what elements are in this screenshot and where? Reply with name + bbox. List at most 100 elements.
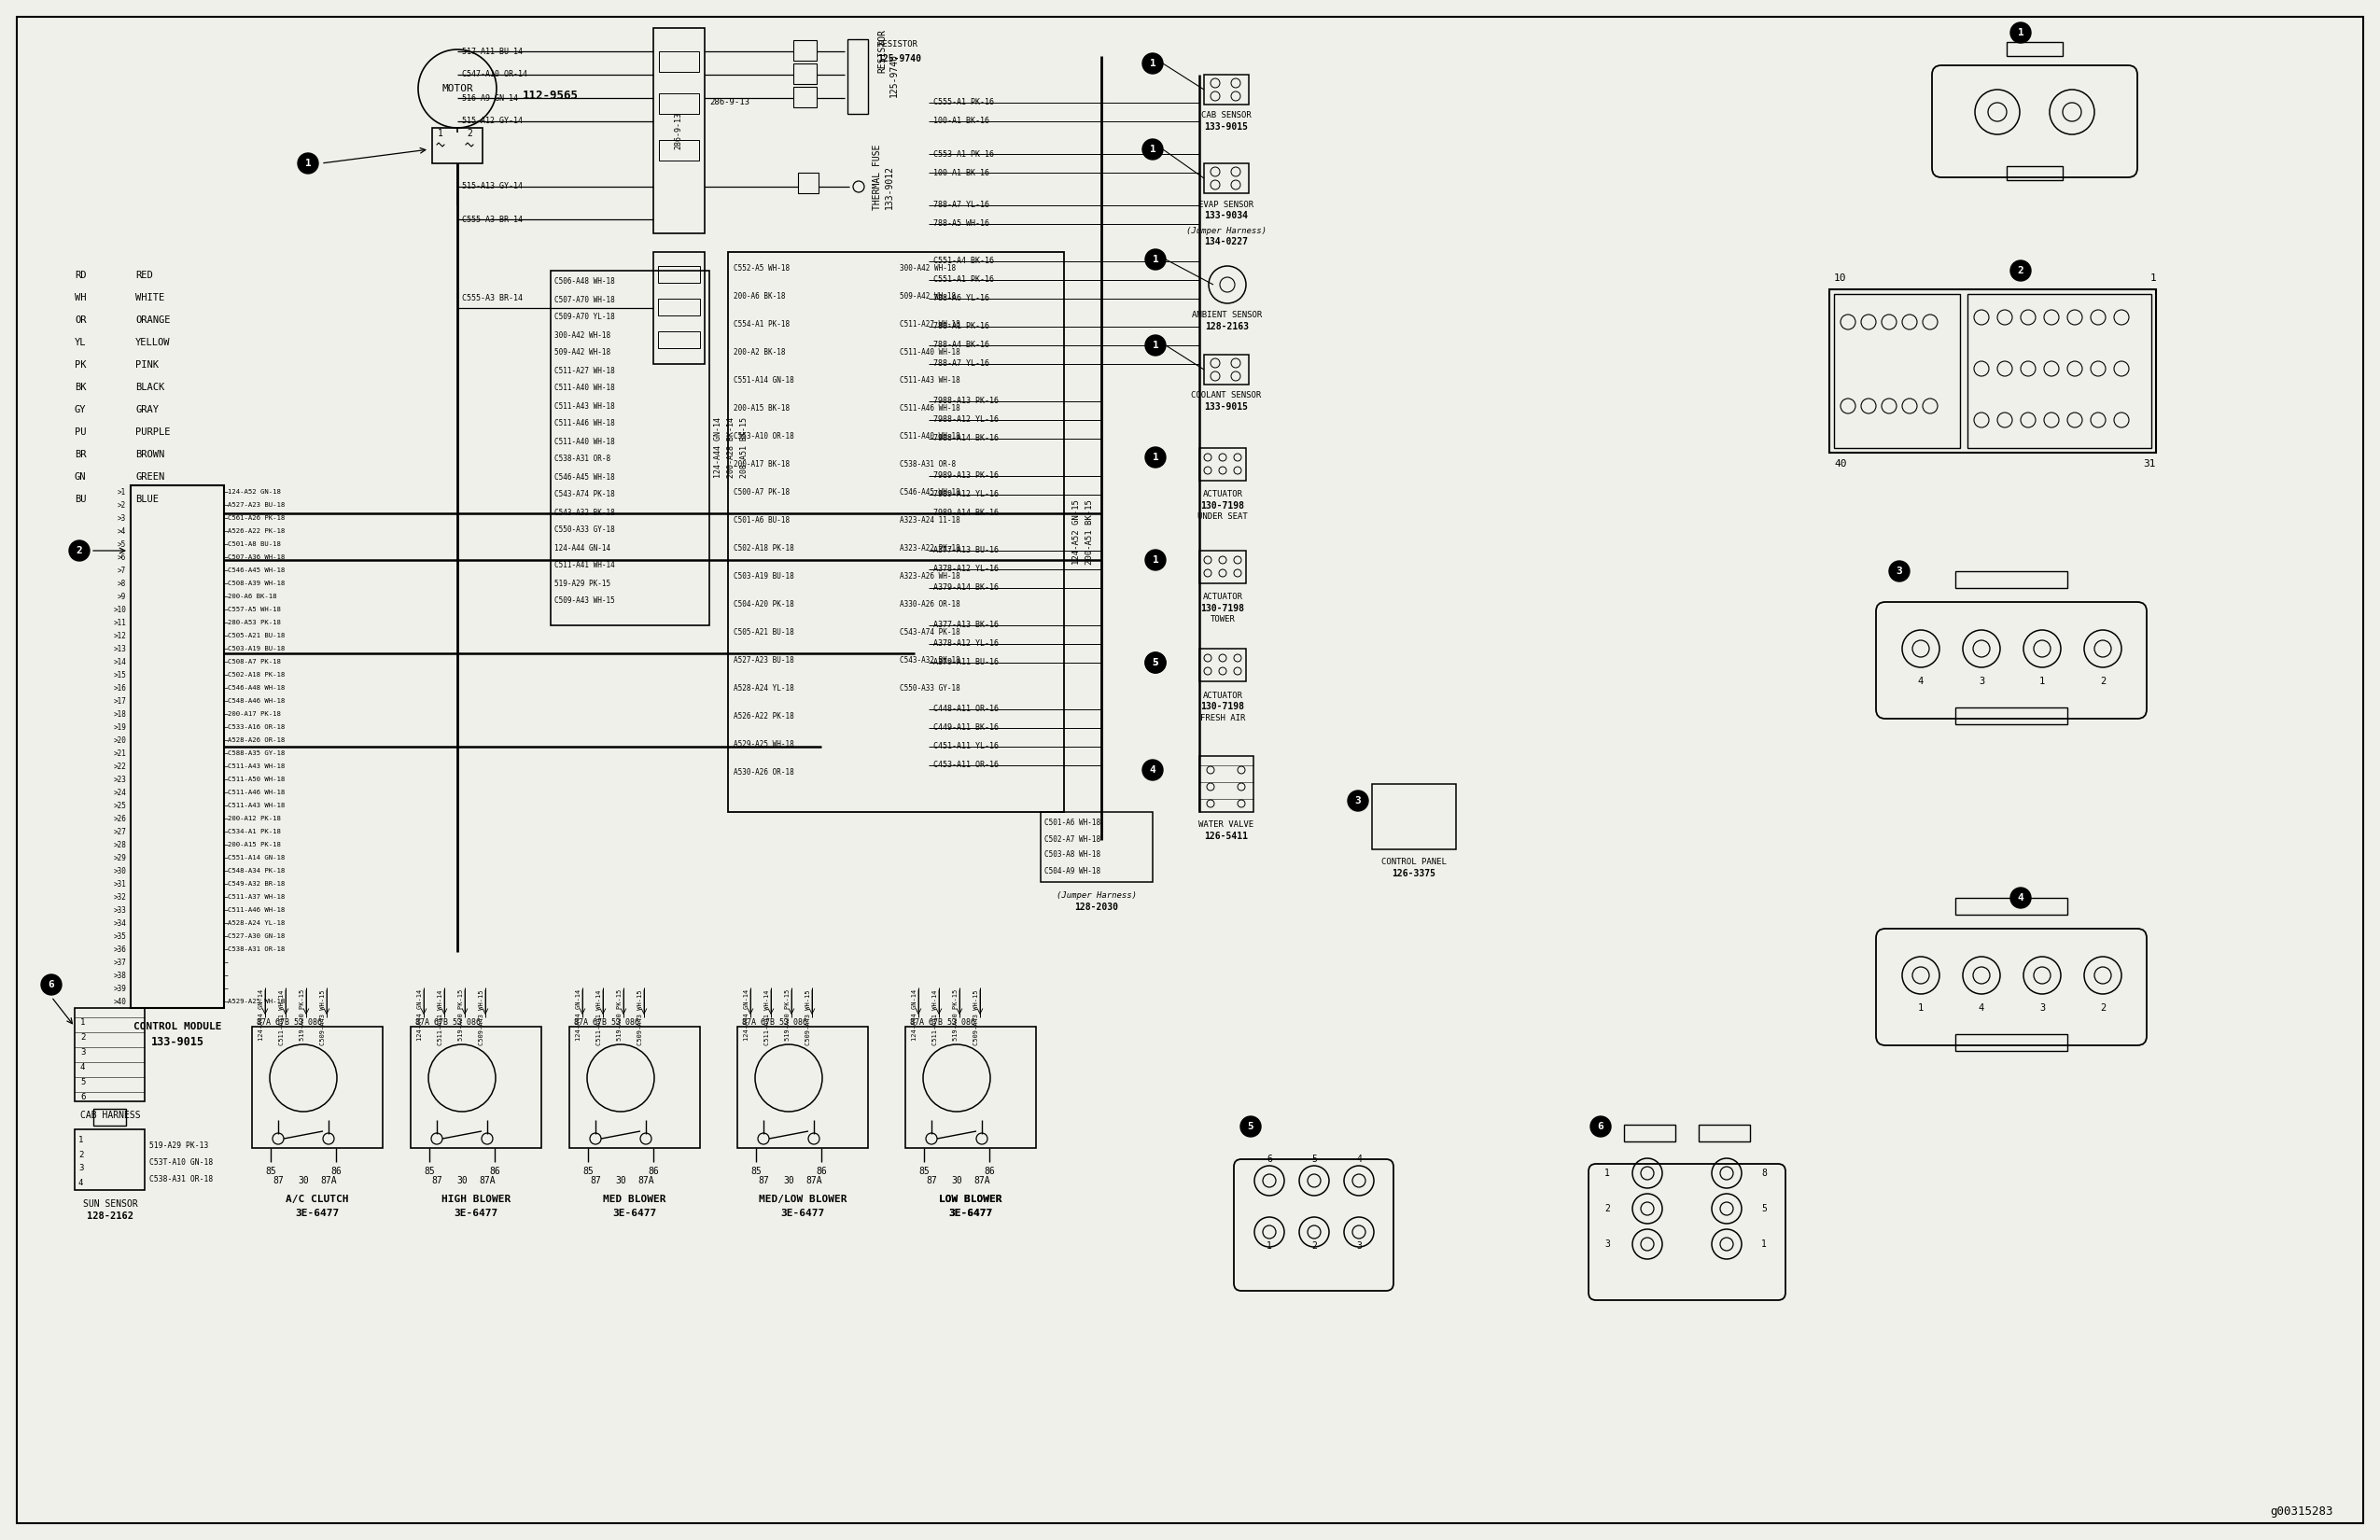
Text: A528-A24 YL-18: A528-A24 YL-18 (733, 685, 795, 693)
Text: 1: 1 (1150, 145, 1157, 154)
Text: 85: 85 (424, 1167, 436, 1177)
Text: A330-A26 OR-18: A330-A26 OR-18 (900, 601, 959, 608)
Bar (1956, 707, 2068, 724)
Text: YELLOW: YELLOW (136, 337, 171, 347)
Text: GY: GY (74, 405, 86, 414)
Text: PURPLE: PURPLE (136, 428, 171, 437)
Text: 200-A12 PK-18: 200-A12 PK-18 (228, 816, 281, 821)
Text: C509-A70 YL-18: C509-A70 YL-18 (555, 313, 614, 322)
Text: 1: 1 (2040, 676, 2044, 685)
Text: C507-A36 WH-18: C507-A36 WH-18 (228, 554, 286, 561)
Text: 788-A7 YL-16: 788-A7 YL-16 (933, 360, 990, 368)
Bar (659, 94, 700, 114)
Text: 3E-6477: 3E-6477 (295, 1209, 340, 1218)
Text: 100-A1 BK-16: 100-A1 BK-16 (933, 117, 990, 126)
Circle shape (298, 152, 319, 174)
Text: >35: >35 (114, 932, 126, 941)
Text: 124-A44 GN-14: 124-A44 GN-14 (259, 989, 264, 1041)
Text: C509-A43 WH-15: C509-A43 WH-15 (804, 989, 812, 1044)
Text: >22: >22 (114, 762, 126, 770)
Text: 87: 87 (431, 1177, 443, 1186)
Text: 4: 4 (1150, 765, 1157, 775)
Text: 5: 5 (1311, 1155, 1316, 1164)
Text: 300-A42 WH-18: 300-A42 WH-18 (555, 331, 612, 339)
Text: C551-A14 GN-18: C551-A14 GN-18 (228, 855, 286, 861)
Text: A377-A13 BK-16: A377-A13 BK-16 (933, 621, 1000, 630)
Bar (1040, 812, 1152, 882)
Text: >7: >7 (117, 567, 126, 574)
Text: C511-A27 WH-18: C511-A27 WH-18 (555, 367, 614, 374)
Text: FRESH AIR: FRESH AIR (1200, 713, 1245, 722)
Text: C504-A9 WH-18: C504-A9 WH-18 (1045, 867, 1100, 875)
Text: 31: 31 (2144, 459, 2156, 468)
Text: 128-2163: 128-2163 (1204, 322, 1250, 331)
Text: C509-A43 WH-15: C509-A43 WH-15 (638, 989, 643, 1044)
Bar (657, 266, 700, 283)
Bar (728, 253, 1064, 812)
Text: THERMAL FUSE: THERMAL FUSE (873, 145, 883, 211)
Text: C507-A70 WH-18: C507-A70 WH-18 (555, 296, 614, 303)
Text: 10: 10 (1835, 274, 1847, 283)
Bar (738, 1027, 869, 1147)
Text: 3E-6477: 3E-6477 (455, 1209, 497, 1218)
Text: 4: 4 (1918, 676, 1923, 685)
Bar (793, 86, 816, 108)
Bar (1956, 571, 2068, 588)
Circle shape (1142, 54, 1164, 74)
Text: 3E-6477: 3E-6477 (781, 1209, 826, 1218)
Text: C538-A31 OR-8: C538-A31 OR-8 (900, 460, 957, 470)
Text: C511-A27 WH-18: C511-A27 WH-18 (900, 320, 959, 330)
Bar (2006, 166, 2063, 180)
Text: 87A 67B 53 086: 87A 67B 53 086 (743, 1018, 807, 1026)
Text: 519-A20 PK-15: 519-A20 PK-15 (616, 989, 624, 1041)
Text: C561-A26 PK-18: C561-A26 PK-18 (228, 516, 286, 521)
Text: 87A: 87A (478, 1177, 495, 1186)
Text: 134-0227: 134-0227 (1204, 237, 1250, 246)
Text: C511-A40 WH-18: C511-A40 WH-18 (900, 348, 959, 357)
Text: >34: >34 (114, 919, 126, 927)
Text: C509-A43 WH-15: C509-A43 WH-15 (321, 989, 326, 1044)
Text: 3: 3 (1978, 676, 1985, 685)
Bar (657, 299, 700, 316)
Text: C511-A43 WH-18: C511-A43 WH-18 (228, 764, 286, 768)
Text: C511-A46 WH-18: C511-A46 WH-18 (900, 405, 959, 413)
Text: GN: GN (74, 473, 86, 482)
Text: C543-A32 BK-18: C543-A32 BK-18 (555, 508, 614, 516)
Text: C533-A16 OR-18: C533-A16 OR-18 (228, 724, 286, 730)
Bar (793, 40, 816, 60)
Text: C534-A1 PK-18: C534-A1 PK-18 (228, 829, 281, 835)
Text: 1: 1 (2149, 274, 2156, 283)
Text: 5: 5 (1152, 658, 1159, 667)
Text: 87A: 87A (807, 1177, 821, 1186)
Text: C511-A41 WH-14: C511-A41 WH-14 (597, 989, 602, 1044)
Text: C555-A3 BR-14: C555-A3 BR-14 (462, 294, 524, 303)
Text: HIGH BLOWER: HIGH BLOWER (440, 1195, 512, 1204)
Bar (659, 140, 700, 160)
Text: A323-A22 PK-18: A323-A22 PK-18 (900, 545, 959, 553)
Text: A378-A12 YL-16: A378-A12 YL-16 (933, 565, 1000, 573)
Text: 1: 1 (438, 129, 443, 139)
Text: 3: 3 (1354, 796, 1361, 805)
Text: 87: 87 (274, 1177, 283, 1186)
Text: C555-A3 BR-14: C555-A3 BR-14 (462, 216, 524, 223)
Text: LOW BLOWER: LOW BLOWER (940, 1195, 1002, 1204)
Text: 1: 1 (79, 1137, 83, 1144)
Text: 286-9-13: 286-9-13 (709, 99, 750, 106)
Text: >39: >39 (114, 984, 126, 993)
Bar (1200, 448, 1247, 480)
Text: 2: 2 (2099, 676, 2106, 685)
Text: 8: 8 (1761, 1169, 1766, 1178)
Text: >13: >13 (114, 644, 126, 653)
Bar (550, 271, 709, 625)
Text: >15: >15 (114, 670, 126, 679)
Text: GRAY: GRAY (136, 405, 159, 414)
Text: 30: 30 (952, 1177, 962, 1186)
Text: 87A 67B 53 086: 87A 67B 53 086 (257, 1018, 321, 1026)
Text: >5: >5 (117, 541, 126, 548)
Text: 509-A42 WH-18: 509-A42 WH-18 (555, 348, 612, 357)
Text: 86: 86 (490, 1167, 500, 1177)
Text: OR: OR (74, 316, 86, 325)
Text: >6: >6 (117, 553, 126, 562)
Text: MED/LOW BLOWER: MED/LOW BLOWER (759, 1195, 847, 1204)
Text: RED: RED (136, 271, 152, 280)
